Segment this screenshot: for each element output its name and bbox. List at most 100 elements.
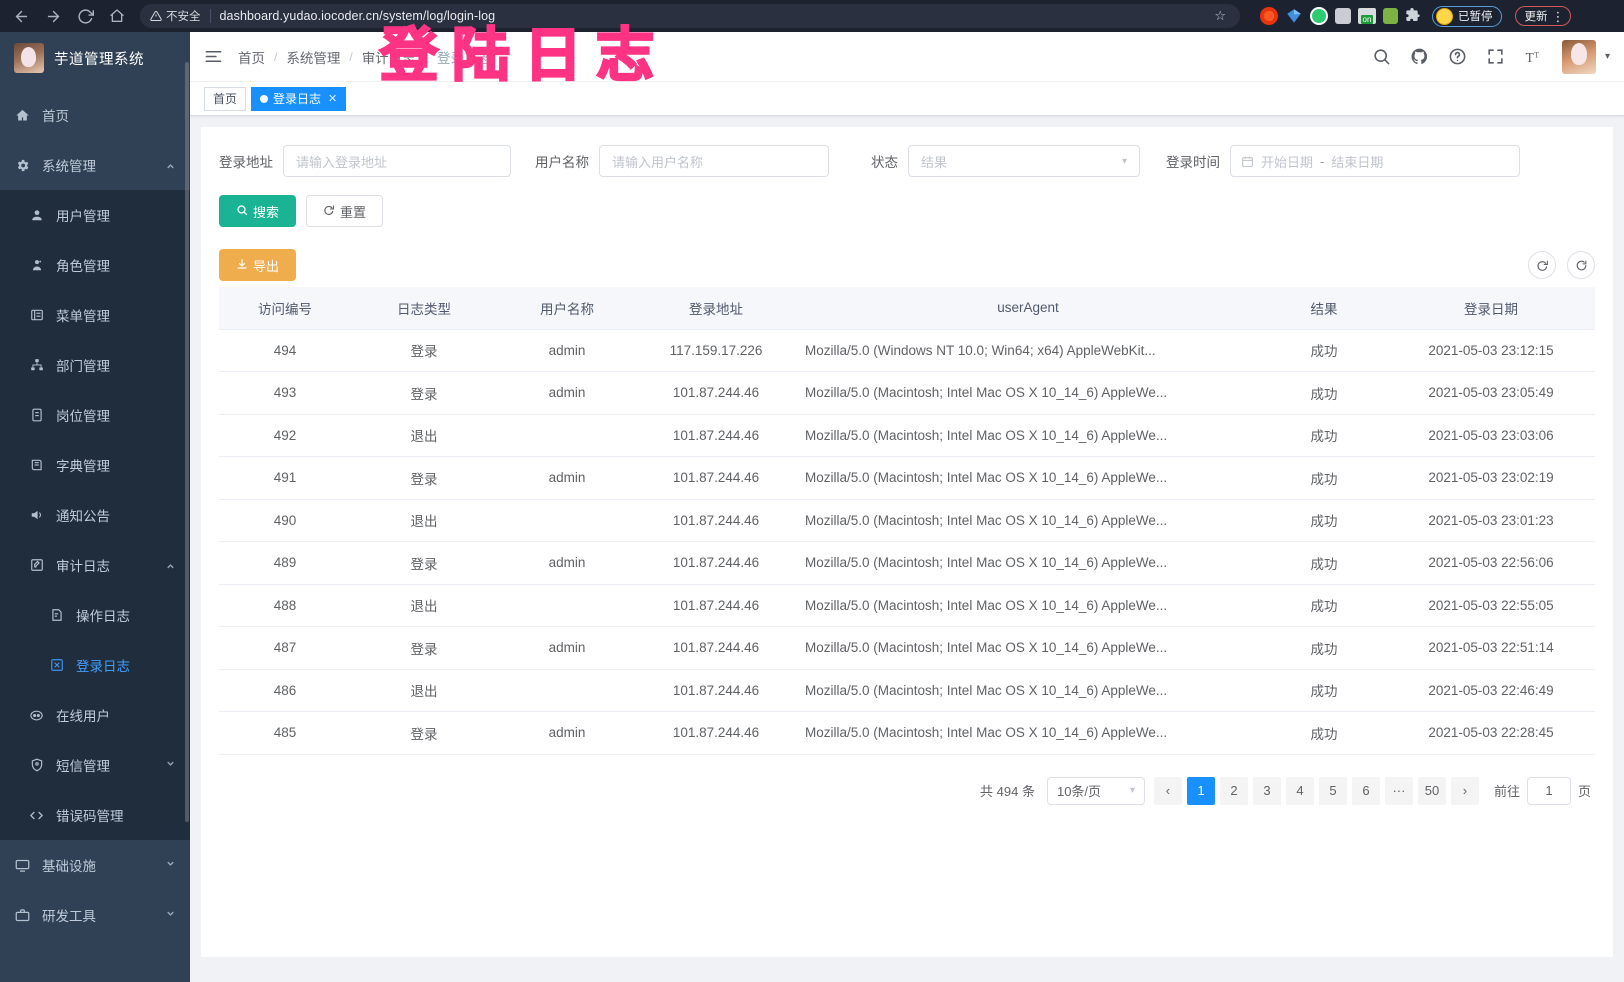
hamburger-icon[interactable] [204,47,226,66]
sidebar-item-audit-log[interactable]: 审计日志 [0,540,190,590]
page-button-50[interactable]: 50 [1417,776,1446,805]
sidebar-item-system[interactable]: 系统管理 [0,140,190,190]
sidebar-scroll-thumb[interactable] [185,62,189,822]
opera-extension-icon[interactable] [1260,7,1278,25]
chevron-down-icon[interactable]: ▾ [1604,51,1610,62]
sidebar-item-login-log[interactable]: 登录日志 [0,640,190,690]
sidebar-item-roles[interactable]: 角色管理 [0,240,190,290]
page-size-select[interactable]: 10条/页 ▾ [1046,776,1145,805]
sidebar: 芋道管理系统 首页 系统管理 [0,32,190,982]
menu-list-icon [28,308,45,322]
paused-badge[interactable]: 已暂停 [1432,5,1502,27]
sidebar-item-notices[interactable]: 通知公告 [0,490,190,540]
github-icon[interactable] [1410,47,1429,66]
sidebar-item-sms[interactable]: 短信管理 [0,740,190,790]
sidebar-logo[interactable]: 芋道管理系统 [0,32,190,84]
close-icon[interactable]: ✕ [328,93,338,105]
cell-access-id: 493 [219,371,351,415]
page-button-6[interactable]: 6 [1351,776,1380,805]
gem-extension-icon[interactable] [1285,7,1303,25]
cell-user-agent: Mozilla/5.0 (Windows NT 10.0; Win64; x64… [795,329,1261,372]
columns-circle-icon[interactable] [1567,251,1595,279]
sidebar-item-home[interactable]: 首页 [0,90,190,140]
login-address-input[interactable]: 请输入登录地址 [283,145,511,177]
cell-access-id: 485 [219,711,351,755]
table-row[interactable]: 485 登录 admin 101.87.244.46 Mozilla/5.0 (Maci… [219,711,1595,755]
username-input[interactable]: 请输入用户名称 [599,145,829,177]
table-row[interactable]: 494 登录 admin 117.159.17.226 Mozilla/5.0 (Win… [219,329,1595,372]
cell-log-type: 登录 [351,371,497,415]
reload-icon[interactable] [70,2,100,30]
sidebar-item-dev-tools[interactable]: 研发工具 [0,890,190,940]
user-icon [28,208,45,222]
org-tree-icon [28,358,45,372]
table-row[interactable]: 492 退出 101.87.244.46 Mozilla/5.0 (Macintosh… [219,414,1595,457]
page-button-5[interactable]: 5 [1318,776,1347,805]
sidebar-item-departments[interactable]: 部门管理 [0,340,190,390]
table-row[interactable]: 488 退出 101.87.244.46 Mozilla/5.0 (Macintosh… [219,584,1595,627]
breadcrumb-item-system[interactable]: 系统管理 [286,50,341,66]
page-ellipsis[interactable]: ··· [1384,776,1413,805]
star-icon[interactable]: ☆ [1214,8,1226,23]
jump-page-input[interactable]: 1 [1526,776,1571,805]
puzzle-icon[interactable] [1405,7,1421,26]
wechat-extension-icon[interactable] [1310,7,1328,25]
status-select[interactable]: 结果 ▾ [908,145,1140,177]
cell-user-agent: Mozilla/5.0 (Macintosh; Intel Mac OS X 1… [795,626,1261,670]
sidebar-scrollbar[interactable] [184,32,190,982]
page-button-2[interactable]: 2 [1219,776,1248,805]
sidebar-item-online-users[interactable]: 在线用户 [0,690,190,740]
next-page-button[interactable]: › [1450,776,1479,805]
sidebar-item-error-codes[interactable]: 错误码管理 [0,790,190,840]
search-icon [236,204,248,219]
breadcrumb-item-home[interactable]: 首页 [238,50,265,66]
breadcrumb-item-audit[interactable]: 审计日志 [361,50,416,66]
cell-result: 成功 [1261,414,1387,457]
back-arrow-icon[interactable] [6,2,36,30]
update-button[interactable]: 更新 ⋮ [1514,6,1571,26]
help-icon[interactable] [1448,47,1467,66]
avatar[interactable] [1561,39,1596,74]
cell-result: 成功 [1261,541,1387,585]
sidebar-item-users[interactable]: 用户管理 [0,190,190,240]
kebab-menu-icon[interactable]: ⋮ [1551,8,1565,24]
cell-login-addr: 101.87.244.46 [637,541,795,585]
forward-arrow-icon[interactable] [38,2,68,30]
cell-user-agent: Mozilla/5.0 (Macintosh; Intel Mac OS X 1… [795,499,1261,542]
reset-button[interactable]: 重置 [306,195,384,227]
sidebar-item-menus[interactable]: 菜单管理 [0,290,190,340]
login-time-range-picker[interactable]: 开始日期 - 结束日期 [1230,145,1520,177]
table-row[interactable]: 486 退出 101.87.244.46 Mozilla/5.0 (Macintosh… [219,669,1595,712]
tag-home[interactable]: 首页 [204,86,247,111]
sidebar-item-posts[interactable]: 岗位管理 [0,390,190,440]
translate-extension-icon[interactable]: on [1358,8,1376,24]
sidebar-item-operation-log[interactable]: 操作日志 [0,590,190,640]
table-row[interactable]: 490 退出 101.87.244.46 Mozilla/5.0 (Macintosh… [219,499,1595,542]
table-row[interactable]: 491 登录 admin 101.87.244.46 Mozilla/5.0 (Maci… [219,456,1595,500]
page-button-1[interactable]: 1 [1186,776,1215,805]
doc-arrow-icon [48,608,65,622]
pagination: 共 494 条 10条/页 ▾ ‹ 1 2 3 4 5 6 ··· 50 › 前往 1 页 [219,755,1595,805]
search-button[interactable]: 搜索 [219,195,297,227]
calendar-icon [1241,155,1254,168]
page-button-3[interactable]: 3 [1252,776,1281,805]
table-row[interactable]: 487 登录 admin 101.87.244.46 Mozilla/5.0 (Maci… [219,626,1595,670]
cell-user-agent: Mozilla/5.0 (Macintosh; Intel Mac OS X 1… [795,456,1261,500]
tag-login-log[interactable]: 登录日志 ✕ [251,86,347,111]
refresh-circle-icon[interactable] [1528,251,1556,279]
address-bar[interactable]: 不安全 dashboard.yudao.iocoder.cn/system/lo… [140,4,1240,28]
home-icon[interactable] [102,2,132,30]
page-button-4[interactable]: 4 [1285,776,1314,805]
sidebar-item-dictionary[interactable]: 字典管理 [0,440,190,490]
leaf-extension-icon[interactable] [1383,8,1398,24]
bluetooth-extension-icon[interactable] [1335,8,1351,24]
table-row[interactable]: 493 登录 admin 101.87.244.46 Mozilla/5.0 (Maci… [219,371,1595,415]
prev-page-button[interactable]: ‹ [1153,776,1182,805]
fullscreen-icon[interactable] [1486,47,1505,66]
table-row[interactable]: 489 登录 admin 101.87.244.46 Mozilla/5.0 (Maci… [219,541,1595,585]
search-icon[interactable] [1372,47,1391,66]
form-item-status: 状态 结果 ▾ [871,145,1140,177]
export-button[interactable]: 导出 [219,249,297,281]
sidebar-item-infrastructure[interactable]: 基础设施 [0,840,190,890]
